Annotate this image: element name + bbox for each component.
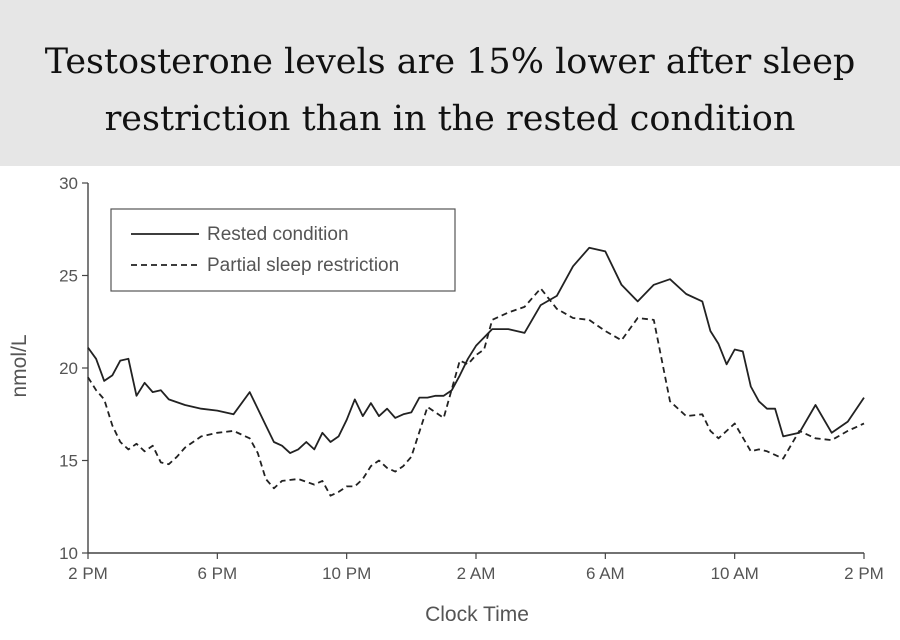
line-chart: 10 15 20 25 30 2 PM 6 PM 10 PM 2 AM 6 AM 10 AM 2 PM… — [8, 174, 884, 626]
series-line-rested-condition — [87, 246, 865, 455]
legend-label: Rested condition — [207, 224, 349, 245]
x-tick-label: 10 AM — [711, 564, 759, 583]
y-tick-label: 15 — [59, 452, 78, 471]
legend-label: Partial sleep restriction — [207, 255, 399, 276]
y-axis-title: nmol/L — [8, 334, 31, 397]
x-tick-label: 2 AM — [457, 564, 496, 583]
chart-title-line-2: restriction than in the rested condition — [104, 99, 796, 139]
x-tick-label: 2 PM — [68, 564, 108, 583]
y-tick-label: 30 — [59, 174, 78, 193]
title-banner: Testosterone levels are 15% lower after … — [0, 0, 900, 166]
chart-title: Testosterone levels are 15% lower after … — [0, 34, 900, 148]
chart-axes: 10 15 20 25 30 2 PM 6 PM 10 PM 2 AM 6 AM 10 AM 2 PM — [59, 174, 884, 583]
plot-area — [87, 246, 865, 497]
chart-legend: Rested condition Partial sleep restrictio… — [110, 208, 456, 292]
x-axis-title: Clock Time — [425, 603, 529, 626]
x-tick-label: 6 AM — [586, 564, 625, 583]
series-line-partial-sleep-restriction — [87, 287, 865, 497]
chart-title-line-1: Testosterone levels are 15% lower after … — [44, 42, 856, 82]
legend-box — [110, 208, 456, 292]
y-tick-label: 10 — [59, 544, 78, 563]
y-tick-label: 20 — [59, 359, 78, 378]
x-tick-label: 10 PM — [322, 564, 371, 583]
x-tick-label: 2 PM — [844, 564, 884, 583]
x-tick-label: 6 PM — [197, 564, 237, 583]
y-tick-label: 25 — [59, 267, 78, 286]
